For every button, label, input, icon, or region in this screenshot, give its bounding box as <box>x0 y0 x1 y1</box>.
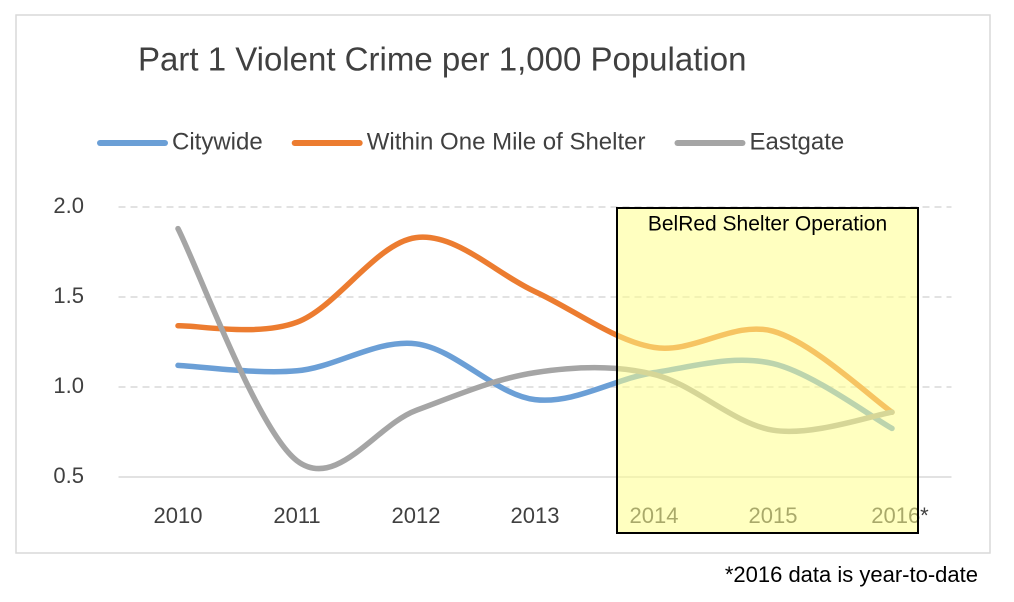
y-tick-label: 0.5 <box>53 463 84 488</box>
x-tick-label: 2012 <box>392 503 441 528</box>
footnote: *2016 data is year-to-date <box>725 562 978 587</box>
annotation-label: BelRed Shelter Operation <box>648 213 887 236</box>
x-tick-label: 2013 <box>511 503 560 528</box>
legend-label: Citywide <box>172 128 263 155</box>
x-tick-label: 2010 <box>154 503 203 528</box>
y-tick-label: 1.0 <box>53 373 84 398</box>
legend-label: Eastgate <box>749 128 844 155</box>
annotation-box <box>616 207 919 534</box>
y-tick-label: 1.5 <box>53 283 84 308</box>
legend-label: Within One Mile of Shelter <box>367 128 646 155</box>
chart-title: Part 1 Violent Crime per 1,000 Populatio… <box>138 41 746 78</box>
y-tick-label: 2.0 <box>53 193 84 218</box>
x-tick-label: 2011 <box>273 503 320 528</box>
